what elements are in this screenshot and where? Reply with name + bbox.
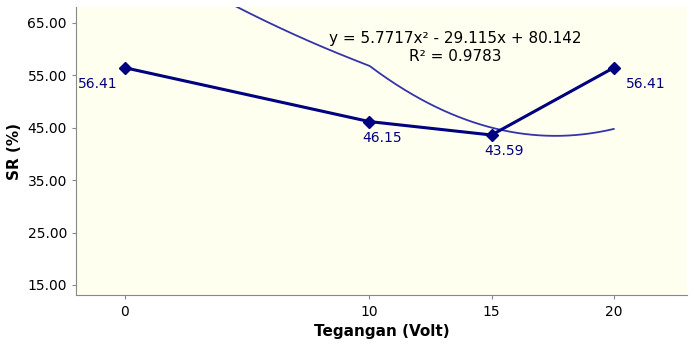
Text: R² = 0.9783: R² = 0.9783 — [409, 49, 501, 64]
Text: 56.41: 56.41 — [626, 77, 666, 91]
X-axis label: Tegangan (Volt): Tegangan (Volt) — [314, 324, 449, 339]
Text: 56.41: 56.41 — [78, 77, 117, 91]
Text: y = 5.7717x² - 29.115x + 80.142: y = 5.7717x² - 29.115x + 80.142 — [329, 31, 581, 46]
Y-axis label: SR (%): SR (%) — [7, 123, 22, 180]
Text: 46.15: 46.15 — [362, 131, 402, 145]
Text: 43.59: 43.59 — [484, 144, 524, 158]
